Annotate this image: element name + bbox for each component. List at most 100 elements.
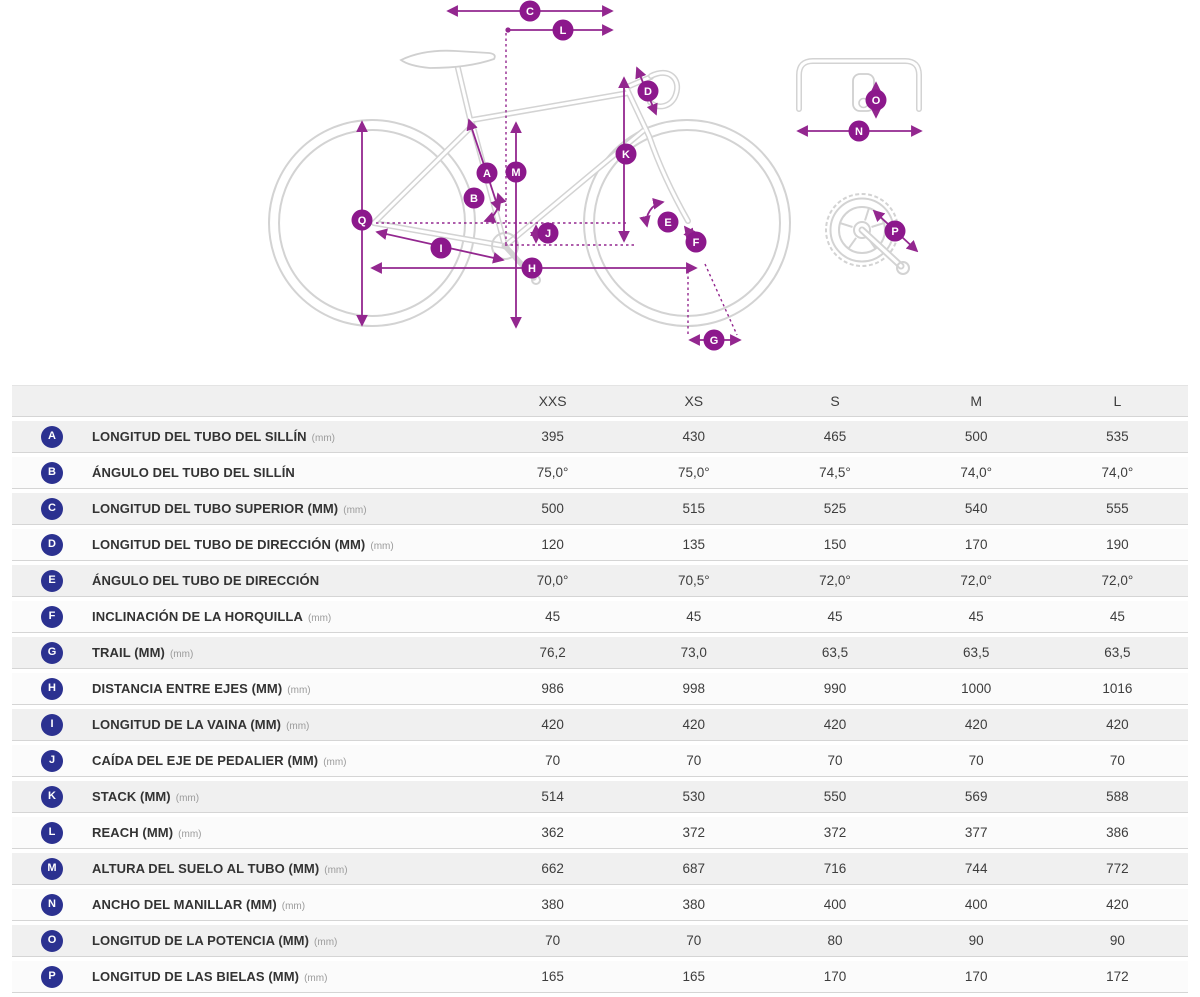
value-m: 90: [968, 933, 984, 948]
value-l: 588: [1106, 789, 1129, 804]
value-xxs: 165: [541, 969, 564, 984]
badge-H: H: [521, 257, 543, 279]
svg-text:L: L: [560, 25, 567, 37]
row-label-text: INCLINACIÓN DE LA HORQUILLA: [92, 608, 303, 624]
value-l: 45: [1109, 609, 1125, 624]
table-row: P LONGITUD DE LAS BIELAS (MM) (mm) 165 16…: [12, 961, 1188, 993]
value-xxs: 76,2: [539, 645, 566, 660]
column-header-s: S: [830, 393, 840, 409]
row-letter-badge: A: [41, 425, 63, 448]
svg-text:D: D: [644, 86, 652, 98]
value-xxs: 662: [541, 861, 564, 876]
row-label-text: REACH (MM): [92, 824, 174, 840]
value-s: 465: [823, 429, 847, 444]
table-row: D LONGITUD DEL TUBO DE DIRECCIÓN (MM) (mm…: [12, 529, 1188, 561]
value-xxs: 120: [541, 537, 564, 552]
svg-text:E: E: [664, 217, 671, 229]
table-body: A LONGITUD DEL TUBO DEL SILLÍN (mm) 395 4…: [12, 421, 1188, 993]
row-label: CAÍDA DEL EJE DE PEDALIER (MM) (mm): [92, 752, 482, 770]
trail-diagonal-dotted: [704, 263, 738, 336]
table-row: O LONGITUD DE LA POTENCIA (MM) (mm) 70 70…: [12, 925, 1188, 957]
svg-text:M: M: [511, 167, 520, 179]
row-label: INCLINACIÓN DE LA HORQUILLA (mm): [92, 608, 482, 626]
value-xxs: 70: [545, 933, 561, 948]
diagram-badges: C L D K A M B Q J I H E F G O N P: [351, 0, 906, 351]
value-l: 172: [1106, 969, 1129, 984]
row-letter-badge: D: [41, 533, 63, 556]
value-s: 150: [823, 537, 847, 552]
row-unit-suffix: (mm): [343, 504, 367, 516]
row-label-text: LONGITUD DEL TUBO DE DIRECCIÓN (MM): [92, 536, 366, 552]
value-m: 569: [964, 789, 988, 804]
row-unit-suffix: (mm): [323, 756, 347, 768]
row-unit-suffix: (mm): [370, 540, 394, 552]
value-xxs: 45: [545, 609, 561, 624]
value-s: 72,0°: [819, 573, 851, 588]
row-label-text: TRAIL (MM): [92, 644, 165, 660]
svg-text:Q: Q: [358, 215, 367, 227]
row-unit-suffix: (mm): [311, 432, 335, 444]
value-l: 74,0°: [1101, 465, 1134, 480]
handlebar-front-view: [799, 61, 919, 111]
value-xs: 380: [682, 897, 706, 912]
value-m: 744: [964, 861, 988, 876]
row-label-text: LONGITUD DE LA POTENCIA (MM): [92, 932, 310, 948]
value-s: 990: [823, 681, 847, 696]
table-header-row: XXS XS S M L: [12, 385, 1188, 417]
row-unit-suffix: (mm): [281, 900, 306, 912]
value-xxs: 420: [541, 717, 564, 732]
svg-text:P: P: [891, 226, 898, 238]
badge-I: I: [430, 237, 452, 259]
value-s: 550: [823, 789, 847, 804]
row-letter-badge: E: [41, 569, 63, 592]
value-s: 372: [823, 825, 847, 840]
row-label: LONGITUD DEL TUBO DE DIRECCIÓN (MM) (mm): [92, 536, 482, 554]
table-row: M ALTURA DEL SUELO AL TUBO (MM) (mm) 662 …: [12, 853, 1188, 885]
row-label-text: ANCHO DEL MANILLAR (MM): [92, 896, 277, 912]
badge-D: D: [637, 80, 659, 102]
row-letter-badge: M: [41, 857, 63, 880]
table-row: I LONGITUD DE LA VAINA (MM) (mm) 420 420 …: [12, 709, 1188, 741]
row-label: ÁNGULO DEL TUBO DEL SILLÍN: [92, 464, 482, 482]
table-row: N ANCHO DEL MANILLAR (MM) (mm) 380 380 40…: [12, 889, 1188, 921]
geometry-table: XXS XS S M L A LONGITUD DEL TUBO DEL SIL…: [12, 385, 1188, 993]
row-unit-suffix: (mm): [169, 648, 194, 660]
row-label-text: LONGITUD DEL TUBO DEL SILLÍN: [92, 428, 307, 444]
row-label: TRAIL (MM) (mm): [92, 644, 482, 662]
row-label: LONGITUD DE LA VAINA (MM) (mm): [92, 716, 482, 734]
row-label-text: LONGITUD DEL TUBO SUPERIOR (MM): [92, 500, 339, 516]
value-xs: 530: [682, 789, 706, 804]
badge-C: C: [519, 0, 541, 22]
value-s: 45: [827, 609, 843, 624]
value-s: 525: [823, 501, 847, 516]
table-row: E ÁNGULO DEL TUBO DE DIRECCIÓN 70,0° 70,…: [12, 565, 1188, 597]
row-label-text: ÁNGULO DEL TUBO DEL SILLÍN: [92, 464, 295, 480]
row-label: ALTURA DEL SUELO AL TUBO (MM) (mm): [92, 860, 482, 878]
value-xs: 687: [682, 861, 706, 876]
badge-B: B: [463, 187, 485, 209]
svg-text:K: K: [622, 149, 630, 161]
value-m: 170: [964, 537, 988, 552]
value-xs: 75,0°: [677, 465, 710, 480]
svg-text:F: F: [693, 237, 700, 249]
value-xxs: 70: [545, 753, 561, 768]
value-m: 540: [964, 501, 988, 516]
row-label: ÁNGULO DEL TUBO DE DIRECCIÓN: [92, 572, 482, 590]
value-xs: 165: [682, 969, 706, 984]
row-label: DISTANCIA ENTRE EJES (MM) (mm): [92, 680, 482, 698]
table-row: H DISTANCIA ENTRE EJES (MM) (mm) 986 998 …: [12, 673, 1188, 705]
table-row: G TRAIL (MM) (mm) 76,2 73,0 63,5 63,5 63,…: [12, 637, 1188, 669]
value-xxs: 362: [541, 825, 564, 840]
row-label-text: CAÍDA DEL EJE DE PEDALIER (MM): [92, 752, 319, 768]
column-header-m: M: [970, 393, 983, 409]
value-m: 63,5: [963, 645, 990, 660]
value-s: 420: [823, 717, 847, 732]
value-l: 420: [1106, 717, 1129, 732]
value-l: 555: [1106, 501, 1129, 516]
table-row: L REACH (MM) (mm) 362 372 372 377 386: [12, 817, 1188, 849]
svg-text:H: H: [528, 263, 536, 275]
row-unit-suffix: (mm): [175, 792, 200, 804]
badge-Q: Q: [351, 209, 373, 231]
row-letter-badge: H: [41, 677, 63, 700]
